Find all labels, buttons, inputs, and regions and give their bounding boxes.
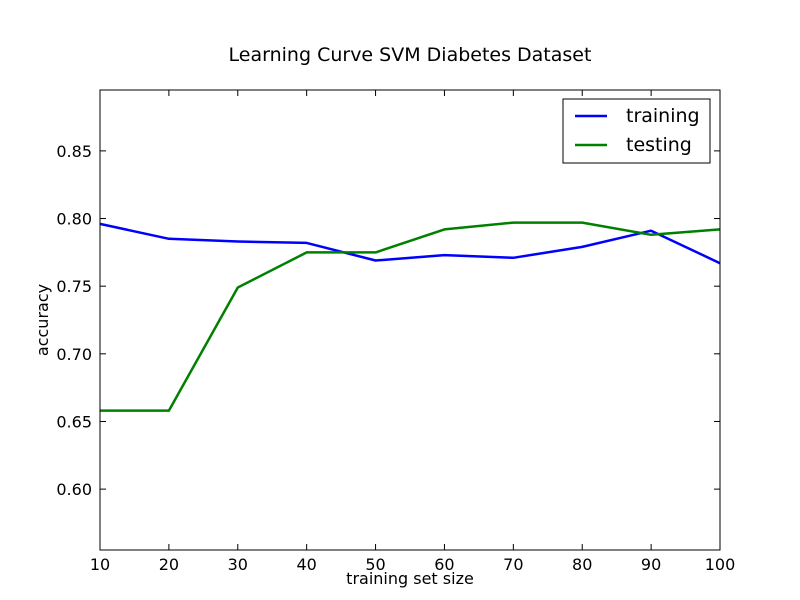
- y-tick-label: 0.70: [56, 345, 92, 364]
- tick-labels: 10 20 30 40 50 60 70 80 90 100 0.60 0.65 0.70 0.75 0.8…: [56, 142, 735, 574]
- y-axis-label: accuracy: [33, 284, 52, 356]
- x-tick-label: 10: [90, 555, 110, 574]
- series-line-training: [99, 222, 721, 265]
- x-tick-label: 90: [641, 555, 661, 574]
- x-tick-label: 50: [365, 555, 385, 574]
- legend: training testing: [562, 98, 711, 164]
- legend-label-training: training: [626, 105, 700, 127]
- x-axis-label: training set size: [346, 569, 474, 588]
- legend-label-testing: testing: [626, 134, 692, 156]
- y-tick-label: 0.85: [56, 142, 92, 161]
- series-line-testing: [100, 221, 721, 412]
- y-tick-label: 0.60: [56, 480, 92, 499]
- plot-background: [100, 90, 720, 550]
- x-tick-label: 40: [296, 555, 316, 574]
- y-tick-label: 0.75: [56, 277, 92, 296]
- y-tick-label: 0.65: [56, 412, 92, 431]
- x-tick-label: 60: [434, 555, 454, 574]
- x-tick-label: 30: [228, 555, 248, 574]
- plot-area: [99, 89, 721, 551]
- x-tick-label: 20: [159, 555, 179, 574]
- series-layer: [99, 221, 721, 412]
- x-tick-label: 70: [503, 555, 523, 574]
- y-tick-label: 0.80: [56, 210, 92, 229]
- ticks-layer: [99, 90, 721, 550]
- x-tick-label: 80: [572, 555, 592, 574]
- plot-frame: [99, 89, 721, 551]
- legend-box: [562, 98, 711, 164]
- x-tick-label: 100: [705, 555, 736, 574]
- chart-title: Learning Curve SVM Diabetes Dataset: [229, 44, 592, 66]
